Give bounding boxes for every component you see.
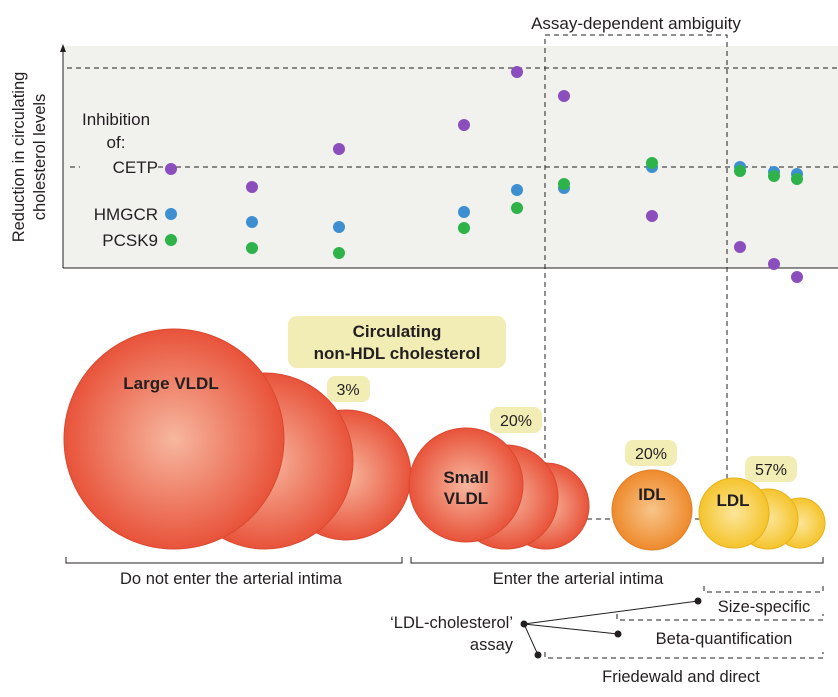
assay-node-dot [520, 620, 528, 628]
connector-friedewald [523, 623, 539, 656]
circulating-label-line1: Circulating [353, 322, 442, 341]
cetp-dot [646, 210, 658, 222]
small-vldl-percent-badge [490, 407, 542, 433]
small-vldl-particles [408, 427, 590, 550]
pcsk9-dot [165, 234, 177, 246]
cetp-dot [558, 90, 570, 102]
cetp-dot [511, 66, 523, 78]
small-vldl-label-line1: Small [443, 468, 488, 487]
idl-percent: 20% [635, 446, 667, 463]
legend-hmgcr-label: HMGCR [94, 205, 158, 224]
ldl-label: LDL [716, 491, 749, 510]
ldl-percent-badge [745, 456, 797, 482]
cetp-dot [246, 181, 258, 193]
y-axis-label-line2: cholesterol levels [31, 94, 49, 221]
pcsk9-dots [165, 157, 803, 259]
cetp-dot [768, 258, 780, 270]
legend-cetp-label: CETP [113, 158, 158, 177]
friedewald-dot [534, 651, 542, 659]
size-specific-dot [694, 597, 702, 605]
idl-particle [611, 469, 693, 551]
large-vldl-percent: 3% [336, 382, 359, 399]
intima-no-label: Do not enter the arterial intima [120, 570, 343, 588]
connector-beta-quantification [523, 623, 619, 635]
small-vldl-particle [408, 427, 524, 543]
ldl-particles [698, 477, 826, 550]
beta-quantification-bracket [616, 614, 824, 621]
assay-label-line1: ‘LDL-cholesterol’ [390, 614, 513, 632]
size-specific-label: Size-specific [718, 598, 811, 616]
circulating-badge [288, 316, 506, 368]
y-axis-label-line1: Reduction in circulating [10, 72, 28, 243]
size-specific-bracket [703, 586, 824, 593]
large-vldl-label: Large VLDL [123, 374, 218, 393]
large-vldl-particle [63, 328, 285, 550]
pcsk9-dot [511, 202, 523, 214]
ldl-particle [698, 477, 770, 549]
idl-label: IDL [638, 485, 665, 504]
pcsk9-dot [558, 178, 570, 190]
cetp-dot [458, 119, 470, 131]
connector-size-specific [523, 600, 699, 625]
plot-panel [63, 46, 838, 268]
hmgcr-dot [246, 216, 258, 228]
circulating-label-line2: non-HDL cholesterol [314, 344, 481, 363]
intima-bracket-left [65, 557, 403, 564]
beta-quantification-label: Beta-quantification [656, 630, 793, 648]
pcsk9-dot [246, 242, 258, 254]
inhibition-label-line1: Inhibition [82, 110, 150, 129]
hmgcr-dot [333, 221, 345, 233]
ambiguity-label: Assay-dependent ambiguity [531, 14, 741, 33]
cetp-dots [165, 66, 803, 283]
idl-percent-badge [625, 440, 677, 466]
large-vldl-percent-badge [327, 376, 370, 402]
cetp-dot [165, 163, 177, 175]
pcsk9-dot [734, 165, 746, 177]
small-vldl-percent: 20% [500, 413, 532, 430]
cetp-dot [791, 271, 803, 283]
pcsk9-dot [458, 222, 470, 234]
inhibition-label-line2: of: [107, 133, 126, 152]
cetp-dot [734, 241, 746, 253]
cetp-dot [333, 143, 345, 155]
pcsk9-dot [791, 173, 803, 185]
friedewald-label: Friedewald and direct [602, 668, 760, 686]
y-axis-arrow-icon [60, 44, 66, 52]
friedewald-bracket [544, 652, 824, 659]
beta-quantification-dot [614, 630, 622, 638]
hmgcr-dot [458, 206, 470, 218]
pcsk9-dot [646, 157, 658, 169]
hmgcr-dot [511, 184, 523, 196]
pcsk9-dot [768, 170, 780, 182]
assay-label-line2: assay [470, 636, 514, 654]
intima-bracket-right [410, 557, 824, 564]
legend-pcsk9-label: PCSK9 [102, 231, 158, 250]
intima-yes-label: Enter the arterial intima [493, 570, 664, 588]
small-vldl-label-line2: VLDL [444, 489, 488, 508]
pcsk9-dot [333, 247, 345, 259]
hmgcr-dot [165, 208, 177, 220]
large-vldl-particles [63, 328, 412, 550]
ldl-percent: 57% [755, 462, 787, 479]
